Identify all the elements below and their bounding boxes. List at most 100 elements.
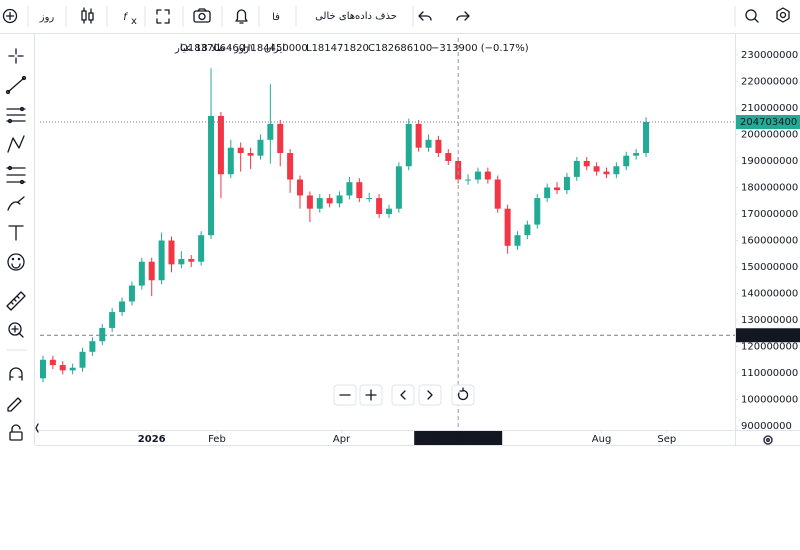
candle-body bbox=[474, 171, 481, 180]
y-tick-label: 150000000 bbox=[741, 262, 798, 273]
scroll-right[interactable] bbox=[418, 384, 442, 406]
prediction-tool[interactable] bbox=[6, 165, 26, 185]
redo[interactable] bbox=[456, 11, 470, 21]
candle-body bbox=[563, 176, 570, 191]
plot bbox=[39, 38, 735, 430]
language[interactable]: فا bbox=[272, 12, 280, 23]
candle-body bbox=[425, 139, 432, 148]
candle-body bbox=[633, 153, 640, 156]
brush-tool[interactable] bbox=[7, 196, 25, 211]
candle-body bbox=[138, 261, 145, 286]
candle-body bbox=[385, 208, 392, 214]
candle-body bbox=[435, 139, 442, 154]
candle-body bbox=[79, 351, 86, 368]
y-tick-label: 140000000 bbox=[741, 289, 798, 300]
ohlc-legend: H184450000 bbox=[243, 43, 308, 54]
candle-body bbox=[297, 179, 304, 196]
pattern-tool[interactable] bbox=[7, 135, 25, 153]
candle-body bbox=[267, 123, 274, 140]
add-symbol[interactable] bbox=[2, 8, 18, 24]
y-tick-label: 230000000 bbox=[741, 50, 798, 61]
candle-body bbox=[524, 224, 531, 236]
candle-body bbox=[484, 171, 491, 180]
alert[interactable] bbox=[235, 9, 248, 24]
candle-body bbox=[316, 198, 323, 209]
candle-body bbox=[148, 261, 155, 281]
candle-body bbox=[198, 235, 205, 262]
fx-icon: f bbox=[123, 12, 128, 23]
candle-body bbox=[237, 147, 244, 154]
candle-body bbox=[168, 240, 175, 265]
zoom-out[interactable] bbox=[333, 384, 357, 406]
y-tick-label: 100000000 bbox=[741, 395, 798, 406]
chart-type[interactable] bbox=[81, 7, 94, 24]
candle-body bbox=[395, 166, 402, 209]
text-tool[interactable] bbox=[8, 225, 24, 241]
trend-line[interactable] bbox=[5, 75, 27, 95]
candle-body bbox=[326, 198, 333, 204]
screenshot[interactable] bbox=[193, 8, 211, 23]
draw-mode[interactable] bbox=[7, 397, 22, 412]
fullscreen[interactable] bbox=[156, 9, 170, 24]
zoom-tool[interactable] bbox=[8, 322, 24, 338]
lock-tool[interactable] bbox=[9, 424, 23, 441]
candle-body bbox=[89, 341, 96, 352]
candle-body bbox=[554, 187, 561, 191]
y-tick-label: 210000000 bbox=[741, 103, 798, 114]
candle-body bbox=[346, 182, 353, 196]
measure-tool[interactable] bbox=[6, 291, 26, 311]
remove-empty-data[interactable]: حذف داده‌های خالی bbox=[315, 11, 397, 22]
candle-body bbox=[178, 259, 185, 265]
zoom-in[interactable] bbox=[359, 384, 383, 406]
candle-body bbox=[376, 198, 383, 214]
candle-body bbox=[158, 240, 165, 281]
y-tick-label: 200000000 bbox=[741, 129, 798, 140]
magnet-tool[interactable] bbox=[9, 367, 23, 381]
reset[interactable] bbox=[451, 384, 475, 406]
candle-body bbox=[514, 235, 521, 246]
candle-body bbox=[217, 115, 224, 175]
candle-body bbox=[39, 359, 46, 379]
fib-tool[interactable] bbox=[6, 106, 26, 124]
collapse-toolbar[interactable] bbox=[35, 423, 39, 433]
search[interactable] bbox=[745, 9, 759, 23]
scroll-left[interactable] bbox=[391, 384, 415, 406]
candle-body bbox=[227, 147, 234, 175]
fx-icon-sub: x bbox=[131, 16, 137, 27]
undo[interactable] bbox=[418, 11, 432, 21]
candle-body bbox=[128, 285, 135, 302]
crosshair-date-label: سه‌شنبه ۱۴۰۵/۰۳/۰۵ bbox=[415, 433, 501, 444]
candle-body bbox=[405, 123, 412, 167]
nav-buttons bbox=[333, 384, 475, 406]
last-price-label: 204703400 bbox=[740, 117, 797, 128]
candle-body bbox=[534, 198, 541, 225]
y-tick-label: 90000000 bbox=[741, 421, 792, 432]
separators bbox=[27, 6, 736, 27]
symbol-title: ایران · ۱روز · طلا 18 عیار bbox=[174, 43, 285, 54]
y-tick-label: 220000000 bbox=[741, 76, 798, 87]
crosshair-price-box bbox=[736, 328, 800, 343]
crosshair-tool[interactable] bbox=[8, 48, 24, 64]
y-tick-label: 170000000 bbox=[741, 209, 798, 220]
settings[interactable] bbox=[776, 7, 790, 23]
candle-body bbox=[277, 123, 284, 154]
interval[interactable]: روز bbox=[39, 12, 55, 23]
candle-body bbox=[544, 187, 551, 199]
candle-body bbox=[336, 195, 343, 204]
last-price-box bbox=[736, 115, 800, 130]
emoji-tool[interactable] bbox=[7, 253, 25, 271]
candle-body bbox=[247, 153, 254, 156]
candle-body bbox=[455, 160, 462, 180]
candle-body bbox=[504, 208, 511, 246]
axis-settings[interactable] bbox=[763, 435, 773, 445]
candle-body bbox=[59, 365, 66, 371]
candle-body bbox=[643, 122, 650, 154]
candle-body bbox=[623, 155, 630, 167]
candle-body bbox=[188, 259, 195, 262]
candle-body bbox=[119, 301, 126, 313]
x-tick-label: 2026 bbox=[138, 434, 166, 445]
